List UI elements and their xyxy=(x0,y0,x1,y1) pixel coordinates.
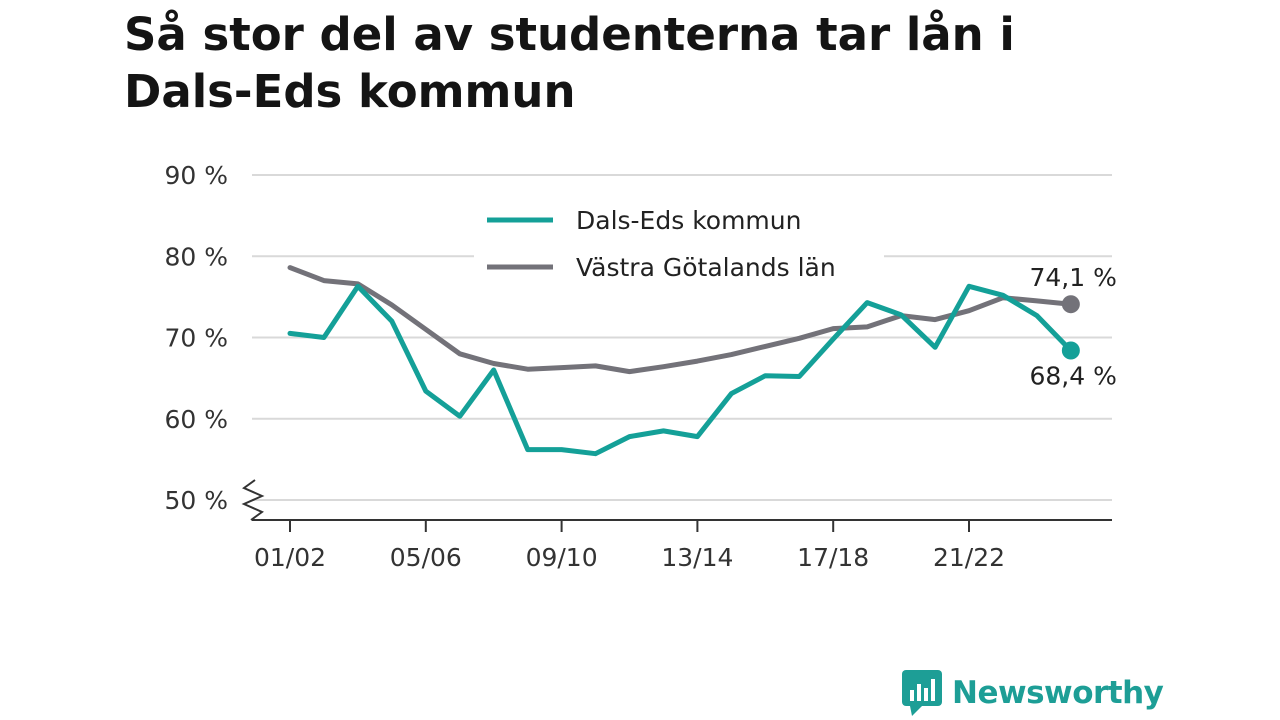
x-tick-label: 13/14 xyxy=(661,543,733,572)
legend-background xyxy=(474,196,884,286)
legend-label: Dals-Eds kommun xyxy=(576,206,801,235)
y-tick-label: 60 % xyxy=(164,405,228,434)
end-label-vastra-gotaland: 74,1 % xyxy=(1029,263,1116,292)
chart-title: Så stor del av studenterna tar lån i Dal… xyxy=(124,8,1015,118)
y-tick-label: 70 % xyxy=(164,324,228,353)
series-line xyxy=(287,265,1074,375)
y-tick-label: 90 % xyxy=(164,161,228,190)
gridlines xyxy=(252,174,1112,501)
axis-break-symbol xyxy=(241,479,265,521)
x-tick-label: 09/10 xyxy=(526,543,598,572)
series-line xyxy=(287,283,1074,457)
y-tick-label: 50 % xyxy=(164,486,228,515)
end-labels: 74,1 % 68,4 % xyxy=(1029,263,1116,390)
y-axis-tick-labels: 50 % 60 % 70 % 80 % 90 % xyxy=(164,161,228,515)
end-label-dals-ed: 68,4 % xyxy=(1029,362,1116,391)
x-axis: 01/02 05/06 09/10 13/14 17/18 21/22 xyxy=(241,479,1112,572)
series-end-point xyxy=(1061,295,1080,314)
x-tick-label: 05/06 xyxy=(390,543,462,572)
y-tick-label: 80 % xyxy=(164,242,228,271)
brand-name: Newsworthy xyxy=(952,675,1164,711)
series-end-point xyxy=(1061,341,1080,360)
newsworthy-logo: Newsworthy xyxy=(902,670,1164,716)
x-tick-label: 21/22 xyxy=(933,543,1005,572)
series-lines xyxy=(287,265,1080,457)
legend-label: Västra Götalands län xyxy=(576,253,836,282)
newsworthy-logo-icon xyxy=(902,670,942,716)
x-tick-label: 01/02 xyxy=(254,543,326,572)
x-tick-label: 17/18 xyxy=(797,543,869,572)
legend: Dals-Eds kommun Västra Götalands län xyxy=(474,196,884,286)
